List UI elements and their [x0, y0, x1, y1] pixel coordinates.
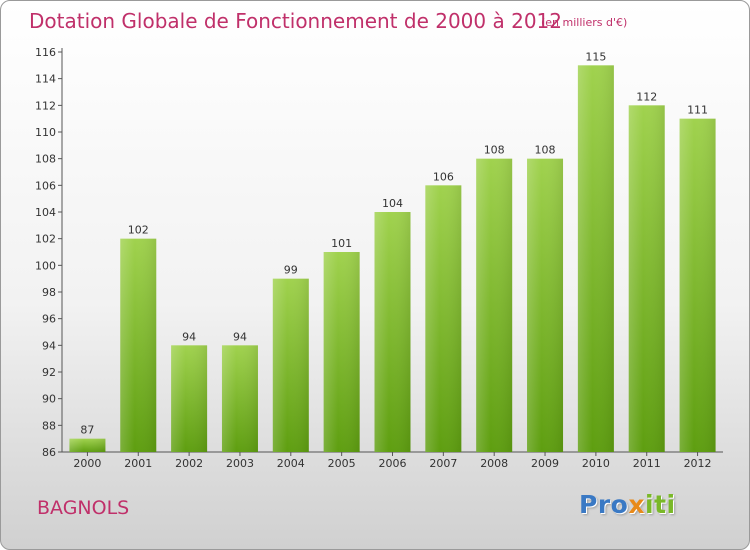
data-label: 112: [636, 90, 657, 103]
commune-name: BAGNOLS: [37, 497, 130, 519]
chart-subtitle: (en milliers d'€): [541, 16, 628, 29]
data-label: 101: [331, 237, 352, 250]
x-tick-label: 2004: [277, 457, 305, 470]
y-tick-label: 106: [35, 179, 56, 192]
data-label: 108: [484, 144, 505, 157]
x-tick-label: 2005: [328, 457, 356, 470]
logo-letter: i: [666, 490, 676, 519]
logo-letter: i: [645, 490, 655, 519]
y-tick-label: 108: [35, 153, 56, 166]
y-tick-label: 114: [35, 73, 56, 86]
data-label: 99: [284, 264, 298, 277]
bar-shade: [272, 278, 309, 452]
bar-shade: [476, 158, 513, 452]
bar-shade: [628, 105, 665, 452]
x-tick-label: 2007: [429, 457, 457, 470]
bar-shade: [374, 212, 411, 452]
logo-letter: P: [579, 490, 598, 519]
y-tick-label: 110: [35, 126, 56, 139]
bar-shade: [425, 185, 462, 453]
x-tick-label: 2010: [582, 457, 610, 470]
proxiti-logo: Proxiti: [579, 490, 676, 519]
y-tick-label: 112: [35, 99, 56, 112]
bar-shade: [577, 65, 614, 452]
y-tick-label: 90: [42, 393, 56, 406]
bar-shade: [120, 238, 157, 452]
y-tick-label: 92: [42, 366, 56, 379]
logo-letter: o: [610, 490, 629, 519]
data-label: 102: [128, 224, 149, 237]
logo-letter: t: [654, 490, 667, 519]
y-tick-label: 102: [35, 233, 56, 246]
y-tick-label: 86: [42, 446, 56, 459]
y-tick-label: 100: [35, 259, 56, 272]
bar-shade: [171, 345, 208, 452]
x-tick-label: 2006: [379, 457, 407, 470]
bar-shade: [527, 158, 564, 452]
bar-shade: [221, 345, 258, 452]
bar-shade: [323, 252, 360, 452]
y-tick-label: 116: [35, 46, 56, 59]
y-tick-label: 88: [42, 419, 56, 432]
data-label: 106: [433, 170, 454, 183]
x-tick-label: 2000: [73, 457, 101, 470]
x-tick-label: 2012: [684, 457, 712, 470]
bar-shade: [69, 438, 106, 452]
logo-letter: r: [597, 490, 611, 519]
x-tick-label: 2003: [226, 457, 254, 470]
data-label: 94: [182, 330, 196, 343]
data-label: 87: [80, 424, 94, 437]
data-label: 111: [687, 104, 708, 117]
bar-shade: [679, 118, 716, 453]
x-tick-label: 2009: [531, 457, 559, 470]
y-tick-label: 104: [35, 206, 56, 219]
y-tick-label: 94: [42, 339, 56, 352]
x-tick-label: 2002: [175, 457, 203, 470]
y-tick-label: 98: [42, 286, 56, 299]
data-label: 115: [585, 50, 606, 63]
x-tick-label: 2011: [633, 457, 661, 470]
data-label: 104: [382, 197, 403, 210]
chart-title: Dotation Globale de Fonctionnement de 20…: [29, 9, 562, 33]
y-tick-label: 96: [42, 313, 56, 326]
logo-letter: x: [628, 490, 645, 519]
data-label: 108: [535, 144, 556, 157]
x-tick-label: 2008: [480, 457, 508, 470]
data-label: 94: [233, 330, 247, 343]
x-tick-label: 2001: [124, 457, 152, 470]
